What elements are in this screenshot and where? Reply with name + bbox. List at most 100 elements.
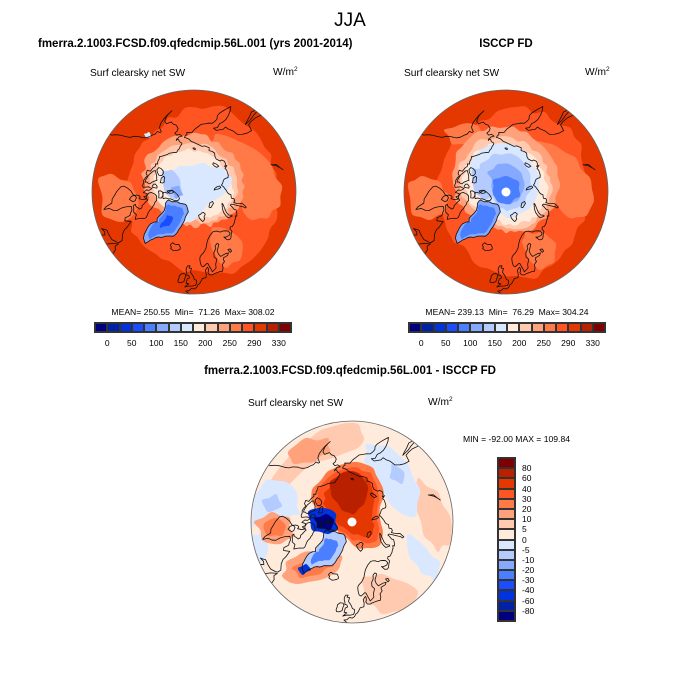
coastline-victoria [456,170,470,185]
colorbar-box [498,559,515,571]
coastline-great-britain [496,265,509,288]
colorbar-box [498,610,515,621]
coastline-victoria [144,170,158,185]
colorbar-label: 60 [522,473,532,484]
coastline-layer [92,106,284,294]
coastline-wrangel [504,147,508,150]
region-hudson-positive-core [263,517,287,537]
colorbar-label: 150 [487,338,502,348]
colorbar-label: 290 [247,338,262,348]
colorbar-box [498,580,515,591]
coastline-franz-josef [208,201,214,209]
coastline-north-america [92,110,183,246]
coastline-banks [314,497,323,507]
variable-label-difference: Surf clearsky net SW [248,398,344,409]
coastline-baikal [582,164,596,171]
coastline-svalbard [198,212,206,223]
colorbar-box [519,323,532,332]
colorbar-label: 10 [522,514,532,525]
coastline-greenland [301,529,347,574]
coastline-severnaya-zemlya [371,515,379,521]
coastline-greenland [455,199,501,244]
region-greenland-negative-edge [297,563,312,576]
colorbar-box [494,323,507,332]
colorbar-box [498,498,515,509]
units-label-observations: W/m2 [585,66,610,79]
colorbar-box [498,458,515,469]
coastline-great-britain [184,265,197,288]
map-boundary-circle [250,420,454,624]
units-base: W/m [585,67,606,78]
coastline-svalbard [510,212,518,223]
colorbar-box [498,570,515,581]
coastline-prince-of-wales [463,183,470,189]
coastline-iceland [328,571,339,581]
colorbar-box [482,323,495,332]
coastline-ellesmere [320,520,338,532]
coastline-ireland [489,273,499,284]
colorbar-box [498,488,515,499]
colorbar-box [498,539,515,550]
coastline-wrangel [192,147,196,150]
coastline-eurasia [183,106,279,294]
region-eurasia-positive [415,477,452,553]
coastline-axel-heiberg [324,519,333,524]
colorbar-label: 250 [222,338,237,348]
region-pole-no-data [347,517,357,527]
colorbar-box [498,519,515,530]
coastline-great-britain [342,594,355,617]
variable-label-model: Surf clearsky net SW [90,68,186,79]
colorbar-box [144,323,157,332]
coastline-franz-josef [520,201,526,209]
coastline-banks [468,167,476,176]
colorbar-label: 200 [512,338,527,348]
units-exponent: 2 [293,66,298,73]
coastline-layer [404,106,596,294]
coastline-eurasia [495,106,591,294]
map-boundary-circle [91,89,297,295]
coastline-iceland [169,242,181,252]
coastline-ladoga [385,577,390,583]
coastline-baffin [133,191,158,220]
colorbar-box [107,323,120,332]
colorbar-box [168,323,181,332]
colorbar-box [242,323,255,332]
contour-fill-layer [92,90,296,294]
coastline-novaya-zemlya [379,532,391,548]
coastline-axel-heiberg [478,189,487,194]
coastline-new-siberian-islands [212,162,220,168]
colorbar-label: 50 [441,338,451,348]
colorbar-box [498,478,515,489]
coastline-north-america [404,110,495,246]
colorbar-box [498,508,515,520]
coastline-axel-heiberg [166,189,175,194]
coastline-melville [159,175,166,184]
colorbar-box [543,323,556,332]
region-siberia-negative [363,443,421,518]
colorbar-box [498,590,515,601]
coastline-devon [316,520,322,529]
region-archipelago-negative-core [313,513,335,531]
coastline-novaya-zemlya [533,202,545,219]
colorbar-model: 0 50 100 150 200 250 290 330 [94,322,292,348]
colorbar-label: 0 [522,534,527,545]
colorbar-box [470,323,483,332]
colorbar-box [498,529,515,540]
polar-map-difference [250,420,454,624]
coastline-ellesmere [162,190,180,202]
polar-map-observations [403,89,609,295]
coastline-layer [251,436,441,623]
colorbar-difference: 80 60 40 30 20 10 5 0 -5 -10 -20 -30 -40 -60 -80 [497,457,534,622]
colorbar-label: 290 [561,338,576,348]
colorbar-box [193,323,206,332]
units-label-difference: W/m2 [428,396,453,409]
units-base: W/m [428,397,449,408]
colorbar-box [568,323,581,332]
region-alaska-positive [287,437,331,465]
colorbar-label: 330 [585,338,600,348]
coastline-ladoga [539,248,544,253]
coastline-prince-of-wales [310,513,316,519]
coastline-north-america [251,441,341,575]
colorbar-box [119,323,132,332]
colorbar-box [278,323,291,332]
